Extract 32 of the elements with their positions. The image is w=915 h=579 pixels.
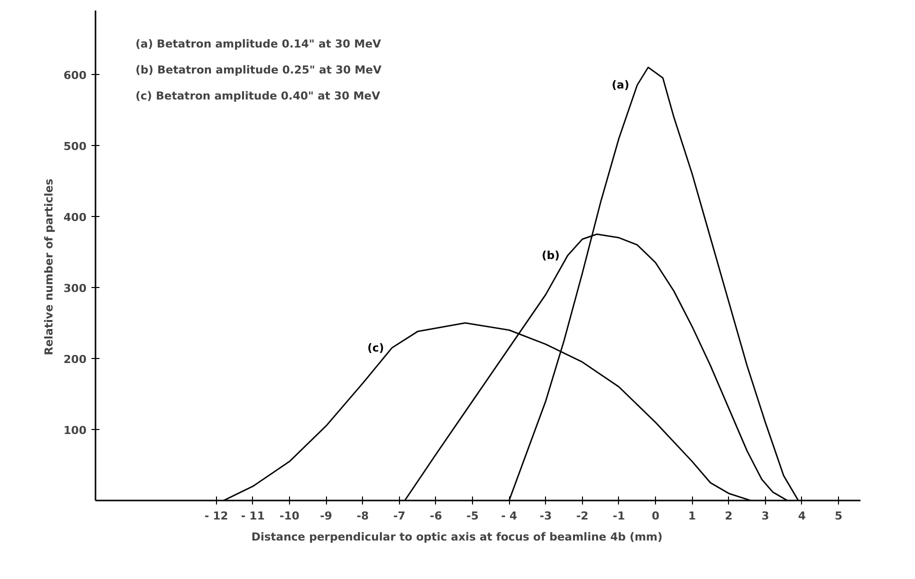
x-tick-label: 0 [652, 510, 660, 522]
x-tick-label: 4 [798, 510, 806, 522]
x-tick-label: -6 [430, 510, 442, 522]
x-tick-label: 1 [688, 510, 696, 522]
series-label: (a) [612, 78, 630, 92]
x-tick-label: -8 [356, 510, 369, 522]
x-tick-label: -9 [320, 510, 332, 522]
x-tick-label: 5 [834, 510, 842, 522]
x-tick-label: 3 [762, 510, 770, 522]
x-tick-label: 2 [724, 510, 733, 522]
annotation: (a) Betatron amplitude 0.14" at 30 MeV [136, 38, 382, 50]
x-tick-label: -7 [393, 510, 406, 522]
x-tick-label: -10 [280, 510, 300, 522]
x-tick-label: - 11 [241, 510, 265, 522]
y-tick-label: 200 [64, 352, 87, 366]
x-tick-label: - 4 [501, 510, 518, 522]
x-axis-title: Distance perpendicular to optic axis at focus of beamline 4b (mm) [251, 530, 663, 544]
x-tick-label: -5 [466, 510, 479, 522]
x-tick-label: -3 [540, 510, 552, 522]
y-tick-label: 300 [64, 282, 87, 295]
x-tick-label: -2 [576, 510, 588, 522]
y-tick-label: 500 [64, 140, 87, 153]
x-tick-label: -1 [612, 510, 626, 522]
y-tick-label: 100 [64, 424, 87, 437]
y-tick-label: 400 [64, 210, 87, 224]
y-axis-title: Relative number of particles [42, 178, 56, 356]
series-label: (c) [367, 341, 384, 354]
y-tick-label: 600 [64, 68, 87, 82]
x-tick-label: - 12 [204, 510, 228, 522]
annotation: (c) Betatron amplitude 0.40" at 30 MeV [136, 90, 381, 102]
annotation: (b) Betatron amplitude 0.25" at 30 MeV [136, 64, 382, 76]
series-label: (b) [542, 249, 560, 262]
